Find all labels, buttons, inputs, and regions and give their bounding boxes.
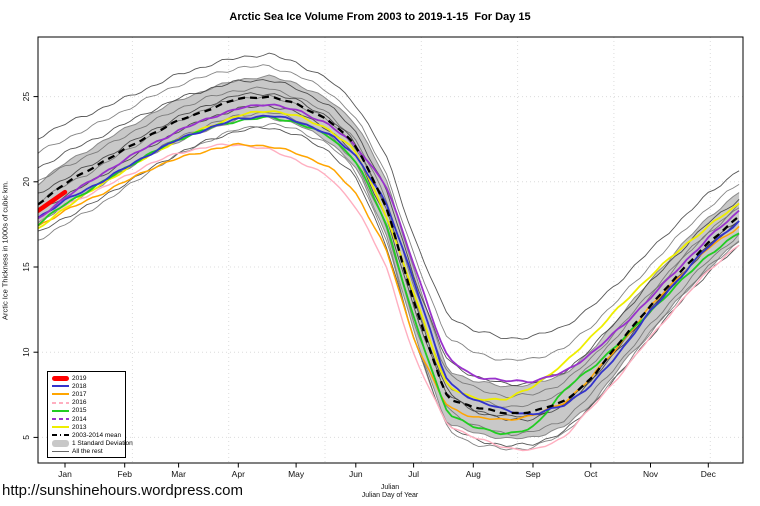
legend-swatch-2013 [52, 426, 69, 429]
legend-item-label: 2014 [72, 415, 87, 423]
source-url-text: http://sunshinehours.wordpress.com [2, 482, 243, 499]
legend-item: 2013 [48, 423, 125, 431]
legend-item-label: 2015 [72, 407, 87, 415]
x-tick-label: Apr [232, 469, 245, 479]
legend-swatch-2015 [52, 409, 69, 412]
y-tick-label: 10 [21, 347, 31, 357]
x-tick-label: Feb [117, 469, 132, 479]
y-tick-label: 5 [21, 435, 31, 440]
x-tick-label: May [288, 469, 305, 479]
legend-item: 2003-2014 mean [48, 431, 125, 439]
x-tick-label: Dec [701, 469, 717, 479]
legend-item: 2014 [48, 415, 125, 423]
legend-swatch-2016 [52, 401, 69, 404]
y-tick-label: 20 [21, 177, 31, 187]
legend-swatch-2017 [52, 393, 69, 396]
legend-item-label: 2018 [72, 382, 87, 390]
legend-swatch-2018 [52, 385, 69, 388]
x-tick-label: Nov [643, 469, 659, 479]
legend-item-label: 2003-2014 mean [72, 431, 122, 439]
line-2014 [38, 103, 740, 384]
x-tick-label: Aug [466, 469, 481, 479]
legend-item-label: 2013 [72, 423, 87, 431]
x-axis-label-line1: Julian [380, 484, 400, 491]
line-2017 [38, 142, 740, 421]
legend-item: 2018 [48, 382, 125, 390]
legend-box: 2019 2018 2017 2016 2015 2014 2013 2003-2014 me… [47, 371, 133, 458]
legend-item: 2019 [48, 374, 125, 382]
line-all-the-rest [38, 64, 740, 361]
legend-swatch-1-standard-deviation [52, 440, 69, 448]
legend-swatch-2003-2014-mean [52, 434, 69, 437]
legend-item: All the rest [48, 448, 125, 456]
plot-border [37, 36, 744, 464]
legend-item-label: 2019 [72, 374, 87, 382]
legend-swatch-2019 [52, 375, 69, 381]
legend-swatch-all-the-rest [52, 451, 69, 453]
x-tick-label: Mar [171, 469, 186, 479]
band-lower-edge [38, 115, 740, 440]
legend-swatch-2014 [52, 418, 69, 421]
x-axis-label: Julian Julian Day of Year [290, 484, 490, 500]
y-axis-label: Arctic Ice Thickness in 1000s of cubic k… [0, 180, 10, 321]
legend-item: 2015 [48, 407, 125, 415]
y-tick-label: 15 [21, 262, 31, 272]
legend-item: 1 Standard Deviation [48, 440, 133, 448]
legend-item-label: 2017 [72, 390, 87, 398]
line-all-the-rest [38, 52, 740, 340]
chart-title: Arctic Sea Ice Volume From 2003 to 2019-… [229, 11, 531, 23]
x-tick-label: Sep [525, 469, 540, 479]
legend-item-label: 1 Standard Deviation [72, 440, 133, 448]
legend-item: 2017 [48, 390, 125, 398]
legend-item: 2016 [48, 399, 125, 407]
x-tick-label: Jun [349, 469, 363, 479]
legend-item-label: 2016 [72, 399, 87, 407]
line-2016 [38, 143, 740, 452]
y-tick-label: 25 [21, 92, 31, 102]
x-axis-label-line2: Julian Day of Year [361, 492, 419, 499]
line-mean [38, 95, 740, 415]
line-all-the-rest [38, 126, 740, 447]
line-all-the-rest [38, 79, 740, 387]
line-2018 [38, 114, 740, 416]
x-tick-label: Jul [408, 469, 419, 479]
line-2019 [38, 189, 68, 214]
legend-item-label: All the rest [72, 448, 103, 456]
x-tick-label: Jan [58, 469, 72, 479]
x-tick-label: Oct [584, 469, 598, 479]
